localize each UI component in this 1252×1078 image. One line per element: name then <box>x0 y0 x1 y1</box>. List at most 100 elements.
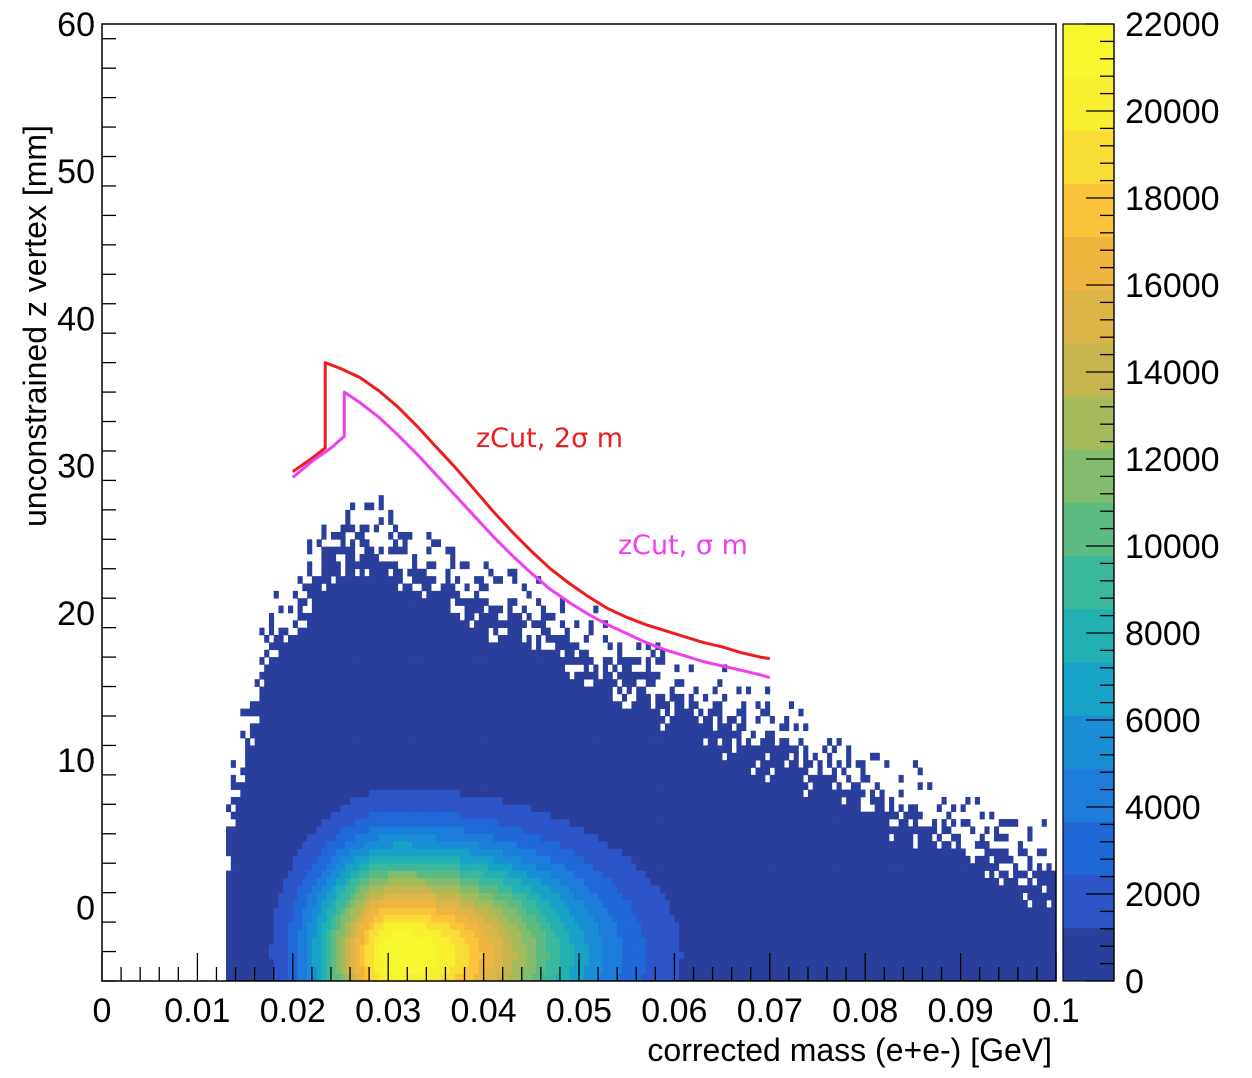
heatmap-bin-434 <box>278 671 284 680</box>
heatmap-bin-432 <box>278 686 284 695</box>
heatmap-bin-1944 <box>407 841 413 849</box>
heatmap-bin-2719 <box>474 774 480 783</box>
heatmap-bin-60 <box>235 870 241 879</box>
heatmap-bin-1152 <box>345 973 351 981</box>
heatmap-bin-3411 <box>540 900 546 908</box>
heatmap-bin-1931 <box>407 936 413 945</box>
heatmap-bin-4209 <box>621 657 628 665</box>
heatmap-bin-3111 <box>512 922 518 930</box>
heatmap-bin-2183 <box>426 723 432 732</box>
heatmap-bin-3652 <box>564 892 570 901</box>
heatmap-bin-2458 <box>450 752 456 761</box>
heatmap-bin-2646 <box>469 936 475 945</box>
heatmap-bin-4327 <box>636 723 642 732</box>
heatmap-bin-4228 <box>626 841 632 849</box>
heatmap-bin-4711 <box>683 877 690 886</box>
heatmap-bin-47 <box>235 966 241 974</box>
heatmap-bin-2599 <box>464 885 470 894</box>
heatmap-bin-3561 <box>555 855 561 864</box>
heatmap-bin-2364 <box>440 627 446 636</box>
heatmap-bin-4126 <box>617 966 623 974</box>
heatmap-bin-241 <box>259 745 265 754</box>
heatmap-bin-1424 <box>364 752 370 761</box>
heatmap-bin-3516 <box>550 841 556 849</box>
heatmap-bin-4213 <box>626 951 632 960</box>
heatmap-bin-1505 <box>369 605 375 614</box>
heatmap-bin-3908 <box>588 627 594 636</box>
heatmap-bin-2857 <box>488 936 494 945</box>
heatmap-bin-1212 <box>345 517 351 525</box>
heatmap-bin-4579 <box>669 973 675 981</box>
heatmap-bin-583 <box>292 635 298 643</box>
heatmap-bin-1116 <box>340 804 346 813</box>
heatmap-bin-3265 <box>526 907 532 916</box>
heatmap-bin-4536 <box>660 730 666 739</box>
heatmap-bin-4886 <box>707 966 713 974</box>
heatmap-bin-1520 <box>373 936 380 945</box>
heatmap-bin-152 <box>249 855 255 864</box>
heatmap-bin-2377 <box>445 929 451 938</box>
heatmap-bin-4219 <box>626 907 632 916</box>
heatmap-bin-2758 <box>478 877 484 886</box>
heatmap-bin-2286 <box>435 804 442 813</box>
heatmap-bin-4977 <box>717 841 723 849</box>
heatmap-bin-4257 <box>631 936 637 945</box>
heatmap-bin-4674 <box>679 855 685 864</box>
heatmap-bin-222 <box>259 885 265 894</box>
heatmap-bin-4776 <box>693 966 699 974</box>
heatmap-bin-3257 <box>526 966 532 974</box>
heatmap-bin-4859 <box>703 900 709 908</box>
heatmap-bin-499 <box>288 900 294 908</box>
heatmap-bin-1814 <box>397 958 403 967</box>
heatmap-bin-494 <box>288 936 294 945</box>
heatmap-bin-1708 <box>388 855 394 864</box>
heatmap-bin-94 <box>240 811 246 820</box>
heatmap-bin-4250 <box>626 664 632 673</box>
heatmap-bin-4451 <box>650 752 656 761</box>
heatmap-bin-4543 <box>664 966 670 974</box>
heatmap-bin-4216 <box>626 929 632 938</box>
heatmap-bin-2058 <box>416 833 422 842</box>
heatmap-bin-1417 <box>364 804 370 813</box>
heatmap-bin-1232 <box>350 841 356 849</box>
heatmap-bin-1853 <box>397 671 403 680</box>
heatmap-bin-1468 <box>369 877 375 886</box>
heatmap-bin-3592 <box>559 973 566 981</box>
heatmap-bin-3696 <box>569 914 575 923</box>
heatmap-bin-3316 <box>531 892 537 901</box>
heatmap-bin-3225 <box>521 841 527 849</box>
heatmap-bin-2075 <box>416 708 422 717</box>
heatmap-bin-2044 <box>416 936 422 945</box>
heatmap-bin-1917 <box>402 620 408 628</box>
heatmap-bin-903 <box>321 627 327 636</box>
heatmap-bin-3841 <box>583 826 589 835</box>
heatmap-bin-3659 <box>564 841 570 849</box>
heatmap-bin-165 <box>249 760 255 768</box>
heatmap-bin-2208 <box>431 966 437 974</box>
heatmap-bin-203 <box>254 745 260 754</box>
heatmap-bin-2489 <box>454 929 461 938</box>
heatmap-bin-2428 <box>450 973 456 981</box>
heatmap-bin-1883 <box>402 870 408 879</box>
heatmap-bin-1996 <box>412 870 418 879</box>
heatmap-bin-1938 <box>407 885 413 894</box>
heatmap-bin-3472 <box>545 811 551 820</box>
heatmap-bin-4240 <box>626 752 632 761</box>
heatmap-bin-3192 <box>516 715 523 724</box>
heatmap-bin-1981 <box>407 531 413 540</box>
heatmap-bin-4613 <box>669 723 675 732</box>
heatmap-bin-4621 <box>674 944 680 952</box>
heatmap-bin-1022 <box>330 627 337 636</box>
heatmap-bin-1844 <box>397 738 403 746</box>
heatmap-bin-1744 <box>388 590 394 599</box>
heatmap-bin-1515 <box>373 973 380 981</box>
heatmap-bin-854 <box>316 576 322 584</box>
heatmap-bin-4862 <box>703 877 709 886</box>
heatmap-bin-1615 <box>378 671 384 680</box>
heatmap-bin-669 <box>302 745 308 754</box>
heatmap-bin-1037 <box>335 951 341 960</box>
heatmap-bin-904 <box>321 620 327 628</box>
heatmap-bin-2456 <box>450 767 456 776</box>
heatmap-bin-4467 <box>655 929 661 938</box>
heatmap-bin-320 <box>268 811 275 820</box>
